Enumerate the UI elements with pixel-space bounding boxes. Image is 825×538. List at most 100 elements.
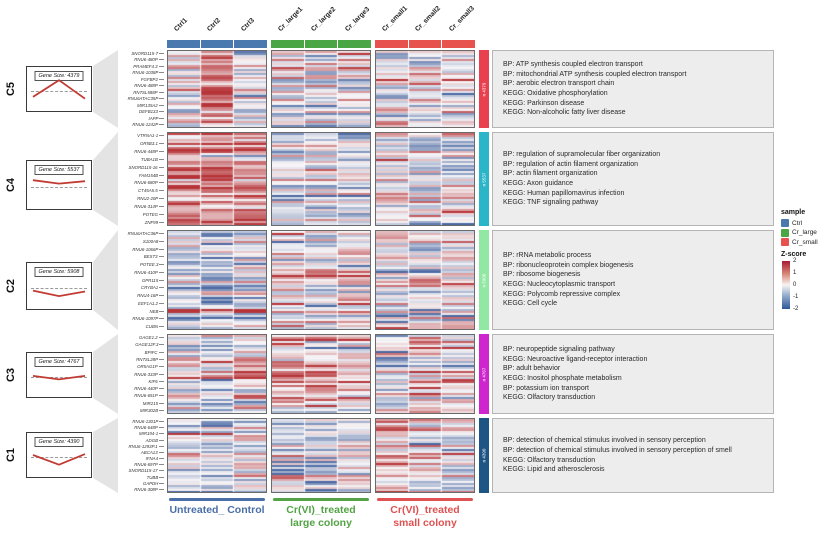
gene-label: RNU6-308P: [134, 487, 158, 492]
legend-swatch: [781, 238, 789, 246]
group-caption: large colony: [290, 517, 352, 529]
zero-dashed-line: [31, 457, 87, 459]
gene-label-row: S100A8: [94, 239, 164, 244]
heatmap-panel: [271, 230, 371, 330]
cluster-connector: [93, 334, 118, 414]
heatmap-panel: [375, 334, 475, 414]
gene-label-row: SNORD115-17: [94, 468, 164, 473]
cluster-sidebar-label: n 4767: [481, 367, 487, 381]
legend-item: Ctrl: [781, 219, 802, 227]
enrichment-term: BP: detection of chemical stimulus invol…: [503, 437, 706, 445]
cluster-connector: [93, 50, 118, 128]
gene-label: RNU6-1066P: [132, 246, 158, 252]
enrichment-term: KEGG: Axon guidance: [503, 180, 574, 187]
gene-tick: [159, 373, 164, 375]
gene-tick: [159, 248, 164, 250]
gene-tick: [159, 256, 164, 258]
gene-label-row: CRYBA1: [94, 285, 164, 290]
gene-tick: [159, 433, 164, 435]
gene-label: RNU6ATAC35P: [127, 96, 158, 102]
trend-line: [32, 289, 86, 298]
gene-label: POTEG: [142, 212, 158, 217]
cluster-profile-box: Gene Size: 5908: [26, 262, 92, 310]
gene-label-row: RNU6-488P: [94, 83, 164, 88]
trend-line-plot: [32, 375, 86, 381]
zscore-gradient-bar: [782, 261, 790, 309]
cluster-name-label: C2: [5, 278, 17, 294]
gene-label-row: ZNF99: [94, 220, 164, 225]
gene-tick: [159, 402, 164, 404]
gene-tick: [159, 410, 164, 411]
gene-label-row: KIF6: [94, 379, 164, 384]
group-caption: small colony: [393, 517, 457, 529]
cluster-sidebar: n 4390: [479, 418, 489, 493]
gene-label: RNU2-20P: [136, 196, 158, 202]
gene-label: GAGE12F.3: [134, 342, 158, 348]
legend-sample-title: sample: [781, 209, 806, 216]
gene-tick: [159, 264, 164, 265]
gene-label-row: MIR194-1: [94, 431, 164, 436]
gene-label-row: MIR302B: [94, 408, 164, 413]
gene-tick: [159, 166, 164, 168]
gene-label: ZNF99: [144, 220, 158, 225]
gene-size-label: Gene Size: 5537: [34, 165, 84, 175]
gene-label-row: POTEG: [94, 212, 164, 217]
gene-label: MIR194-1: [138, 431, 158, 437]
gene-label-row: GPR115: [94, 278, 164, 283]
gene-label-row: RNU6-680P: [94, 180, 164, 185]
gene-tick: [159, 458, 164, 460]
gene-label-row: RNU6-651P: [94, 393, 164, 398]
zero-dashed-line: [31, 187, 87, 189]
gene-tick: [159, 287, 164, 289]
header-bar-segment: [338, 40, 372, 48]
gene-tick: [159, 53, 164, 54]
gene-tick: [159, 421, 164, 422]
gene-tick: [159, 111, 164, 113]
gene-label-row: TUBA1B: [94, 157, 164, 162]
gene-label: GAPDH: [142, 480, 158, 486]
gene-label-row: RNU6-308P: [94, 487, 164, 492]
gene-tick: [159, 104, 164, 106]
gene-label: RNU6-680P: [134, 180, 158, 186]
gene-label: FGFBP2: [141, 76, 158, 82]
gene-tick: [159, 464, 164, 466]
gene-label: RNU6-448P: [134, 148, 158, 154]
gene-tick: [159, 366, 164, 368]
gene-label: FAM154B: [138, 172, 158, 178]
gene-tick: [159, 174, 164, 176]
cluster-sidebar: n 5537: [479, 132, 489, 226]
gene-tick: [159, 302, 164, 304]
cluster-profile-box: Gene Size: 4379: [26, 66, 92, 112]
gene-label: DEFB133: [139, 109, 158, 114]
legend-swatch: [781, 228, 789, 237]
gene-label-row: RNU6-1301P: [94, 419, 164, 424]
enrichment-term: BP: regulation of actin filament organiz…: [503, 160, 639, 168]
gene-label-row: POTEE.3: [94, 262, 164, 267]
enrichment-term: BP: detection of chemical stimulus invol…: [503, 446, 732, 454]
gene-label-row: GAGE12F.3: [94, 342, 164, 347]
heatmap-panel: [375, 418, 475, 493]
gene-label: KIF6: [148, 378, 158, 384]
heatmap-panel: [167, 132, 267, 226]
gene-label-row: RNU6-448P: [94, 149, 164, 154]
gene-label: RNU6-333P: [134, 371, 158, 377]
gene-label-row: RNU6-1097P: [94, 316, 164, 321]
zero-dashed-line: [31, 377, 87, 379]
header-group-bar: [167, 40, 268, 48]
gene-tick: [159, 427, 164, 429]
gene-label: IFNA4: [145, 456, 158, 461]
gene-tick: [159, 439, 164, 441]
gene-label-row: SNORD115-7: [94, 51, 164, 56]
gene-label: CRYBA1: [140, 285, 158, 291]
group-caption: Cr(VI)_treated: [390, 504, 460, 516]
gene-label: RNU6-1293P.1: [128, 443, 158, 449]
header-group-bar: [375, 40, 476, 48]
gene-label: RNU6-480P: [134, 57, 158, 63]
enrichment-box: BP: ATP synthesis coupled electron trans…: [492, 50, 774, 128]
gene-label: PRAMEF4.3: [133, 64, 158, 69]
gene-tick: [159, 72, 164, 74]
enrichment-term: BP: potassium ion transport: [503, 384, 589, 392]
gene-label: RNU6-1097P: [132, 316, 158, 322]
gene-label-row: SNORD115-16: [94, 165, 164, 170]
cluster-name-label: C5: [5, 81, 17, 97]
